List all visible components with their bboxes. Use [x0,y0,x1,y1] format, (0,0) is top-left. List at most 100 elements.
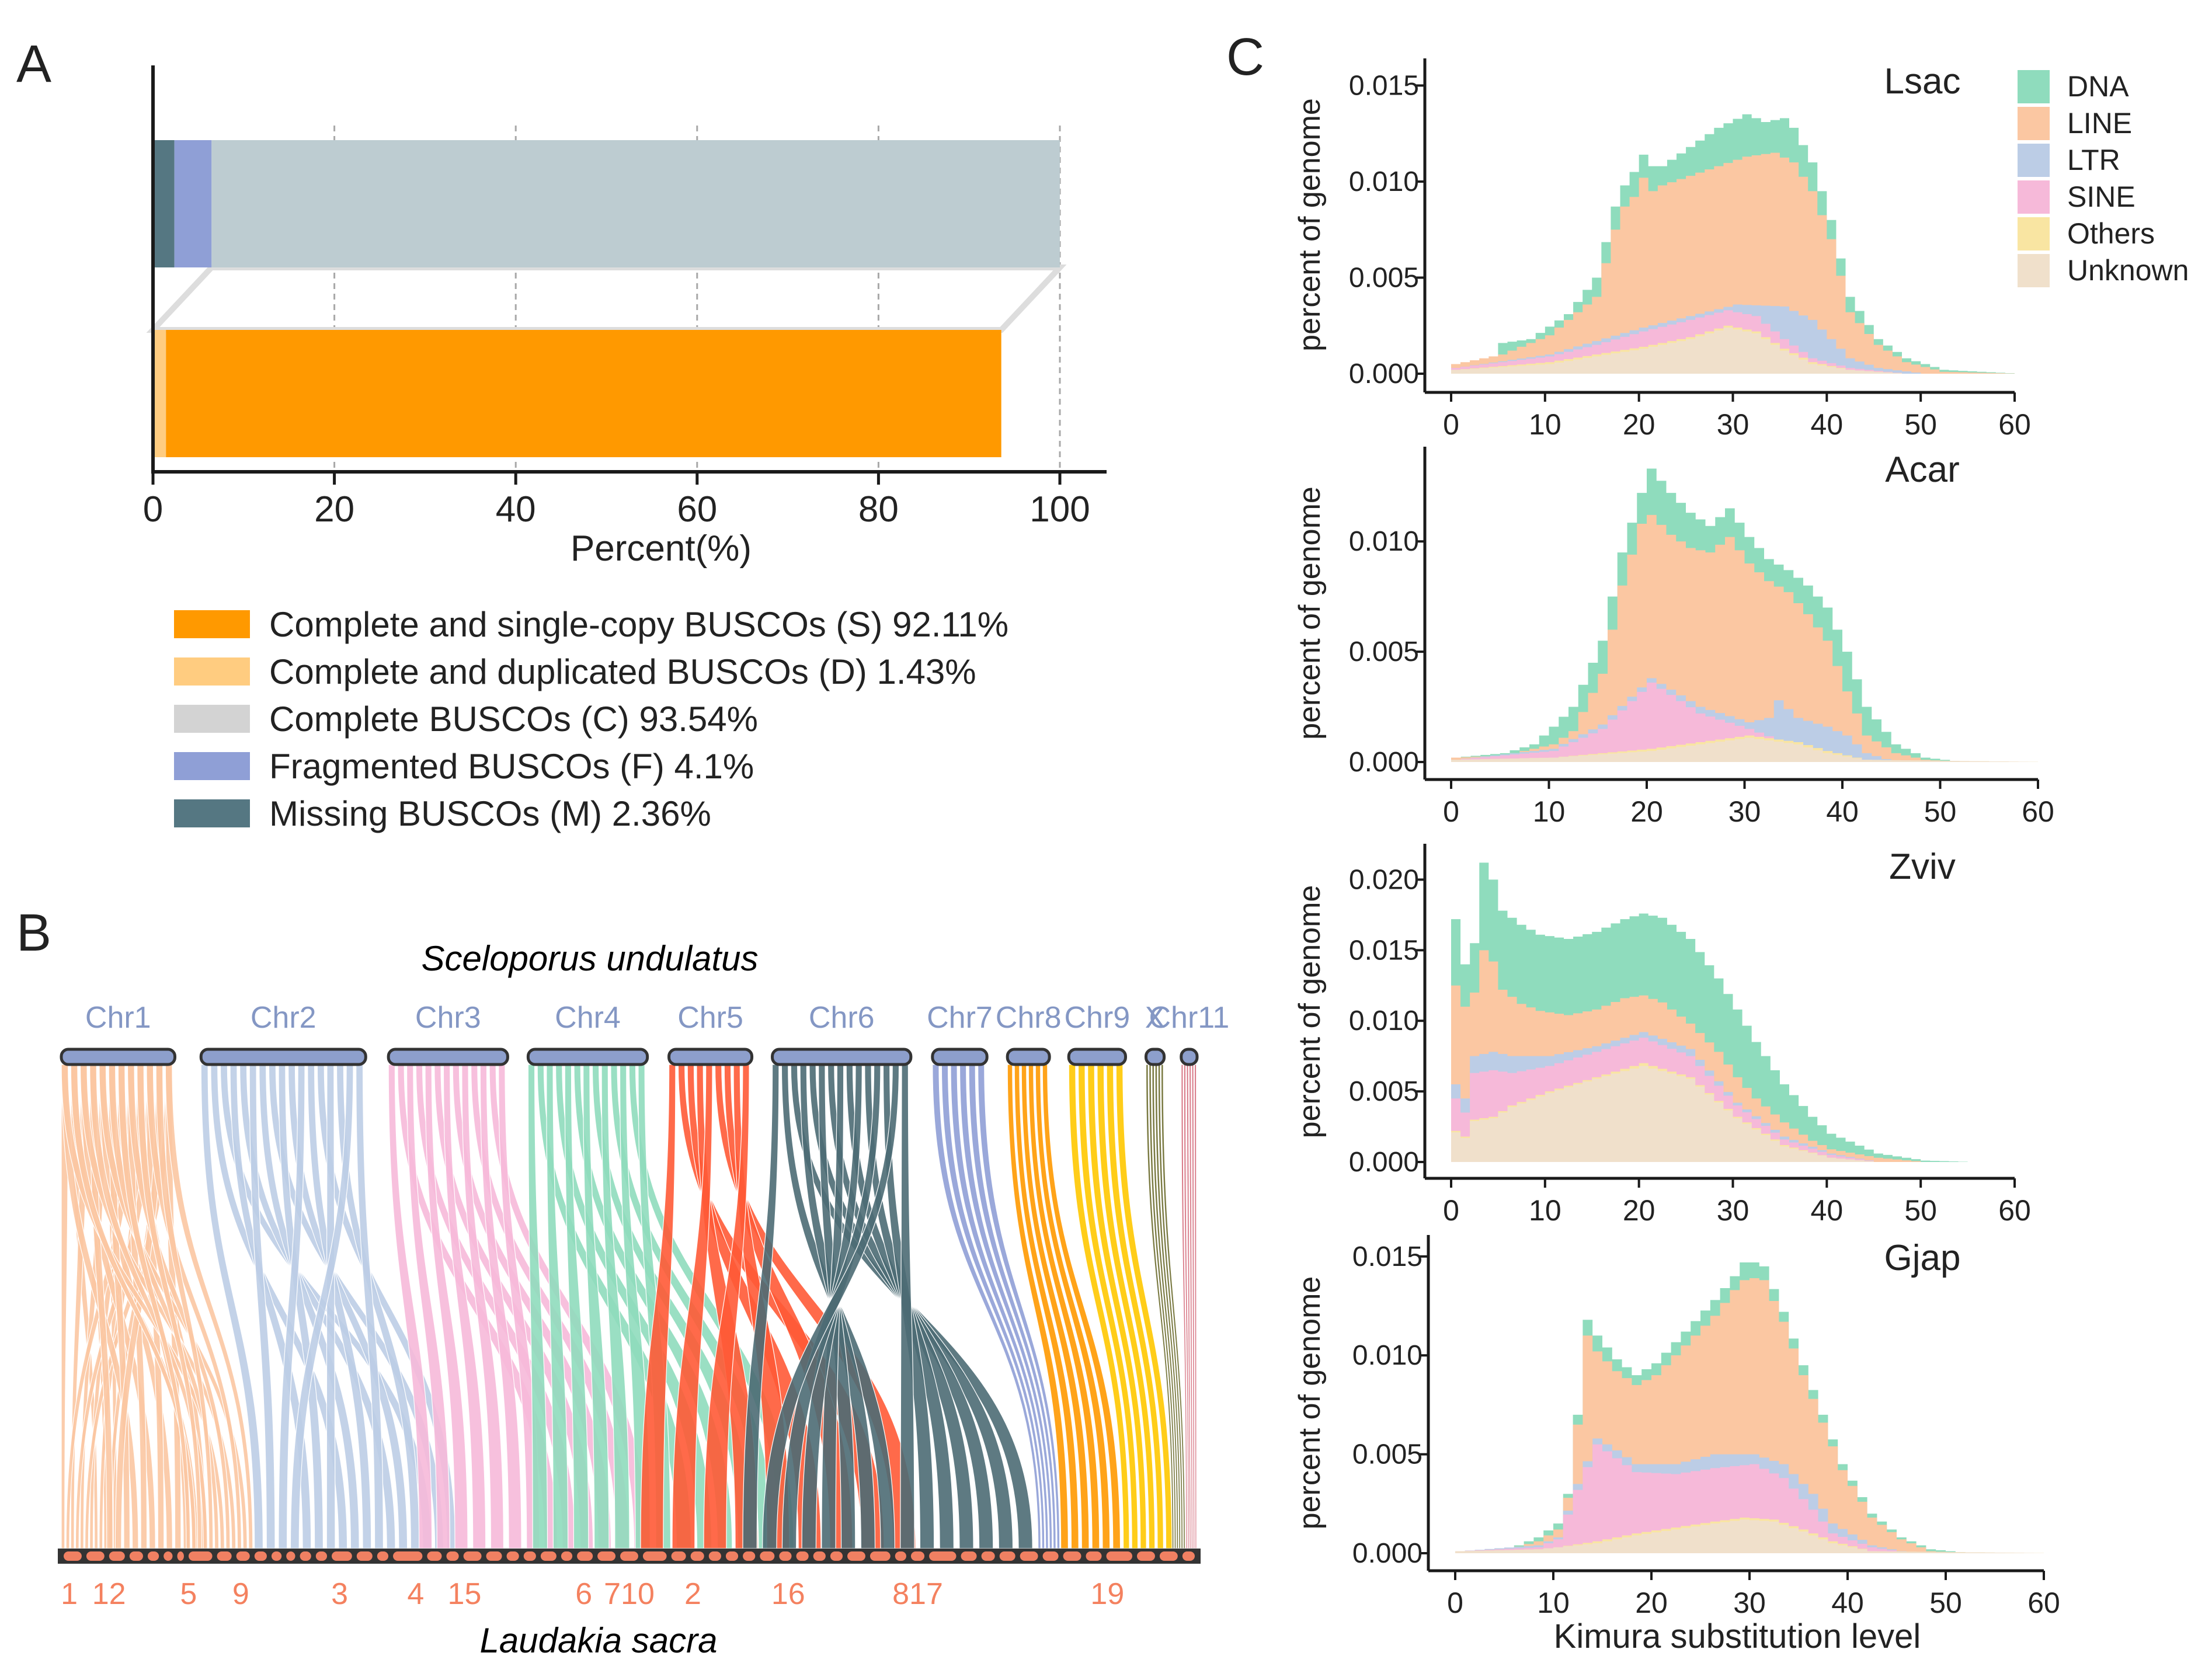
top-species-label: Sceloporus undulatus [421,939,758,978]
te-y-tick-label: 0.010 [1349,1005,1419,1036]
bottom-chromosome-block [929,1551,957,1561]
bottom-chromosome-block [708,1551,721,1561]
bottom-chromosome-block [236,1551,250,1561]
top-chromosome-chr7 [931,1048,989,1066]
bottom-chromosome-block [597,1551,616,1561]
te-x-tick-label: 20 [1623,408,1655,441]
te-y-tick-label: 0.015 [1352,1241,1423,1272]
bottom-chromosome-block [332,1551,352,1561]
bottom-chromosome-block [86,1551,105,1561]
bottom-chromosome-block [109,1551,125,1561]
top-chromosome-chr2 [199,1048,367,1066]
busco-legend-swatch-legend_complete [174,705,250,733]
bottom-chromosome-block [796,1551,809,1561]
busco-chart: 0 20 40 60 80 100 Percent(%) Complete and sin… [143,65,1107,833]
te-area-sine [1455,1444,2054,1553]
synteny-links [61,1064,1197,1549]
te-legend-swatch-line [2018,107,2050,140]
te-x-tick-label: 60 [2027,1586,2060,1619]
te-panel-acar: 0.000 0.005 0.010 0 10 20 30 40 50 60 percent of g… [1293,447,2054,828]
top-chromosome-label: Chr7 [927,1001,993,1035]
bottom-chromosome-block [870,1551,891,1561]
busco-legend-swatch-missing [174,799,250,827]
te-legend-label: LTR [2067,144,2120,176]
bottom-chromosome-label: 710 [604,1577,655,1611]
te-y-axis-label: percent of genome [1293,1276,1327,1530]
bottom-chromosome-block [779,1551,792,1561]
bottom-chromosome-block [1020,1551,1038,1561]
bottom-chromosome-block [523,1551,536,1561]
busco-legend-label: Missing BUSCOs (M) 2.36% [269,794,711,833]
top-chromosome-chr5 [667,1048,754,1066]
te-legend-label: DNA [2067,70,2129,103]
busco-legend-label: Fragmented BUSCOs (F) 4.1% [269,747,754,786]
bottom-chromosome-block [999,1551,1015,1561]
top-chromosome-label: X [1145,1001,1166,1035]
te-panel-title: Acar [1885,450,1959,490]
busco-legend-label: Complete and duplicated BUSCOs (D) 1.43% [269,652,976,691]
top-chromosome-chr9 [1067,1048,1127,1066]
bottom-chromosomes: 1 12 5 9 3 4 15 6 710 2 16 817 19 [58,1549,1201,1611]
bottom-chromosome-block [830,1551,843,1561]
te-x-tick-label: 30 [1728,795,1761,828]
busco-legend-label: Complete and single-copy BUSCOs (S) 92.1… [269,605,1008,644]
te-panel-title: Gjap [1884,1238,1961,1278]
bottom-chromosome-block [813,1551,826,1561]
te-y-tick-label: 0.015 [1349,70,1419,101]
bottom-chromosome-block [1106,1551,1133,1561]
te-x-tick-label: 20 [1623,1194,1655,1227]
te-y-axis-label: percent of genome [1293,885,1327,1139]
bottom-chromosome-block [188,1551,213,1561]
panel-label-b: B [16,904,51,962]
te-x-tick-label: 20 [1630,795,1663,828]
te-legend-swatch-dna [2018,70,2050,103]
bottom-chromosome-block [620,1551,638,1561]
bottom-chromosome-label: 3 [331,1577,348,1611]
bottom-chromosome-block [164,1551,173,1561]
te-landscape-charts: 0.000 0.005 0.010 0.015 0 10 20 30 40 50 60 percent… [1293,58,2189,1655]
bottom-chromosome-block [910,1551,925,1561]
te-x-tick-label: 50 [1904,408,1937,441]
te-x-tick-label: 40 [1831,1586,1864,1619]
bottom-chromosome-block [1137,1551,1155,1561]
busco-legend: Complete and single-copy BUSCOs (S) 92.1… [174,605,1008,833]
te-x-tick-label: 0 [1443,408,1459,441]
te-legend-swatch-ltr [2018,144,2050,177]
te-y-tick-label: 0.010 [1349,166,1419,197]
synteny-link-chr4 [527,1064,548,1549]
te-y-tick-label: 0.015 [1349,935,1419,966]
te-x-tick-label: 60 [2022,795,2054,828]
bottom-chromosome-block [129,1551,143,1561]
te-y-tick-label: 0.010 [1349,526,1419,557]
busco-x-tick-label: 40 [496,489,536,530]
bottom-chromosome-block [1063,1551,1081,1561]
te-x-tick-label: 60 [1998,408,2031,441]
te-legend-label: Unknown [2067,254,2189,287]
panel-label-c: C [1226,28,1264,86]
bottom-chromosome-block [642,1551,667,1561]
te-area-unknown [1455,1519,2054,1553]
top-chromosome-label: Chr6 [809,1001,875,1035]
bottom-chromosome-block [725,1551,739,1561]
te-y-tick-label: 0.010 [1352,1340,1423,1371]
bottom-chromosome-block [427,1551,442,1561]
top-chromosome-label: Chr9 [1064,1001,1130,1035]
top-chromosome-chr11 [1180,1048,1199,1066]
busco-x-tick-label: 0 [143,489,163,530]
bottom-chromosome-block [64,1551,82,1561]
busco-axes: 0 20 40 60 80 100 [143,65,1107,530]
bottom-chromosome-block [377,1551,389,1561]
bottom-chromosome-block [486,1551,502,1561]
bottom-chromosome-block [254,1551,267,1561]
te-x-tick-label: 40 [1811,408,1844,441]
te-landscape-panels: 0.000 0.005 0.010 0.015 0 10 20 30 40 50 60 percent… [1293,58,2060,1619]
synteny-link-chr11 [1194,1064,1197,1549]
busco-bar-complete_single [166,330,1001,457]
busco-legend-label: Complete BUSCOs (C) 93.54% [269,700,758,739]
bottom-chromosome-block [506,1551,519,1561]
bottom-chromosome-label: 817 [892,1577,943,1611]
top-chromosomes: Chr1 Chr2 Chr3 Chr4 Chr5 Chr6 Chr7 Chr8 Chr9 XChr… [60,1001,1229,1066]
bottom-chromosome-block [895,1551,906,1561]
te-x-tick-label: 30 [1733,1586,1766,1619]
